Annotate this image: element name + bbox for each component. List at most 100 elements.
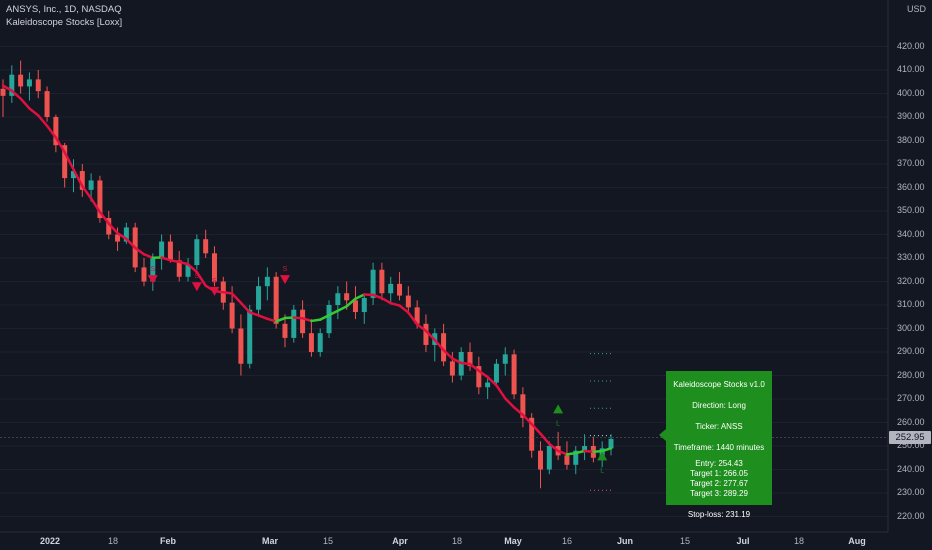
candle-body <box>502 354 508 364</box>
candle-body <box>44 91 50 117</box>
ma-segment <box>45 124 58 139</box>
candle-body <box>62 145 68 179</box>
candle-body <box>256 286 262 310</box>
price-tick-label: 310.00 <box>897 299 925 309</box>
candle-body <box>194 239 200 266</box>
time-tick-label: Jun <box>616 536 634 546</box>
info-box-pointer <box>659 429 666 441</box>
candle-body <box>449 361 455 376</box>
candle-body <box>53 117 59 146</box>
ma-segment <box>539 432 551 446</box>
signal-label: S <box>283 266 288 273</box>
candle-body <box>264 276 270 287</box>
ma-segment <box>459 361 472 366</box>
candle-body <box>361 297 367 313</box>
ma-segment <box>125 237 137 250</box>
candle-body <box>414 307 420 324</box>
ma-segment <box>257 314 269 321</box>
candle-body <box>300 309 306 334</box>
info-target-2: Target 2: 277.67 <box>690 479 748 488</box>
last-price-tag: 252.95 <box>889 431 931 444</box>
candle-body <box>88 180 94 190</box>
short-signal-marker <box>209 286 220 296</box>
ma-segment <box>477 369 489 379</box>
ma-segment <box>301 317 313 323</box>
ma-segment <box>556 449 569 456</box>
candle-body <box>388 283 394 294</box>
ma-segment <box>248 311 260 317</box>
ma-segment <box>283 316 296 320</box>
ma-segment <box>600 447 613 453</box>
candle-body <box>150 258 156 282</box>
ma-segment <box>495 384 507 400</box>
price-tick-label: 340.00 <box>897 228 925 239</box>
price-tick-label: 350.00 <box>897 205 925 215</box>
short-signal-marker <box>279 275 290 285</box>
ma-segment <box>292 316 304 320</box>
ma-segment <box>274 316 287 323</box>
candle-body <box>608 438 614 449</box>
candle-body <box>159 241 165 258</box>
ma-segment <box>354 293 366 300</box>
candle-body <box>564 455 570 465</box>
time-tick-label: 16 <box>561 536 573 546</box>
candle-body <box>529 417 535 451</box>
candle-body <box>485 382 491 388</box>
price-tick-label: 270.00 <box>897 393 925 403</box>
ma-segment <box>133 246 146 256</box>
moving-average-line <box>1 84 613 456</box>
candle-body <box>423 323 429 345</box>
ma-segment <box>592 449 604 453</box>
ma-segment <box>583 449 595 453</box>
info-title: Kaleidoscope Stocks v1.0 <box>673 380 765 389</box>
candle-body <box>97 180 103 219</box>
ma-segment <box>310 318 322 323</box>
ma-segment <box>521 413 533 426</box>
candle-body <box>26 79 32 87</box>
price-tick-label: 370.00 <box>897 158 925 168</box>
ma-segment <box>222 290 234 295</box>
time-tick-label: Aug <box>848 536 866 546</box>
ma-segment <box>433 338 445 352</box>
price-tick-label: 230.00 <box>897 487 925 497</box>
ma-segment <box>345 297 357 308</box>
ma-segment <box>398 304 410 314</box>
ma-segment <box>169 259 181 264</box>
ma-segment <box>116 231 128 241</box>
candle-body <box>123 227 129 242</box>
candle-body <box>176 260 182 277</box>
time-tick-label: 18 <box>107 536 119 546</box>
candle-body <box>546 446 552 470</box>
candle-body <box>326 305 332 334</box>
ma-segment <box>107 222 119 235</box>
ma-segment <box>442 348 454 360</box>
candle-body <box>106 218 112 235</box>
symbol-title[interactable]: ANSYS, Inc., 1D, NASDAQ <box>6 4 122 15</box>
ma-segment <box>230 292 243 305</box>
short-signal-marker <box>191 282 202 292</box>
long-signal-marker <box>553 404 564 414</box>
indicator-title[interactable]: Kaleidoscope Stocks [Loxx] <box>6 17 123 28</box>
info-ticker: Ticker: ANSS <box>695 422 743 431</box>
candle-body <box>520 394 526 418</box>
ma-segment <box>504 397 516 409</box>
ma-segment <box>486 375 498 387</box>
info-direction: Direction: Long <box>692 401 746 410</box>
signal-label: S <box>195 273 200 280</box>
candle-body <box>344 293 350 301</box>
time-tick-label: Jul <box>736 536 750 546</box>
price-tick-label: 360.00 <box>897 181 925 192</box>
long-signal-marker <box>597 451 608 461</box>
time-tick-label: May <box>504 536 522 546</box>
ma-segment <box>380 296 392 305</box>
candle-body <box>467 352 473 367</box>
candles <box>0 60 614 489</box>
candle-body <box>493 363 499 383</box>
candle-body <box>79 171 85 190</box>
price-tick-label: 390.00 <box>897 111 925 121</box>
price-tick-label: 290.00 <box>897 346 925 356</box>
candle-body <box>70 171 76 179</box>
ma-segment <box>36 114 49 128</box>
candle-body <box>18 74 24 87</box>
